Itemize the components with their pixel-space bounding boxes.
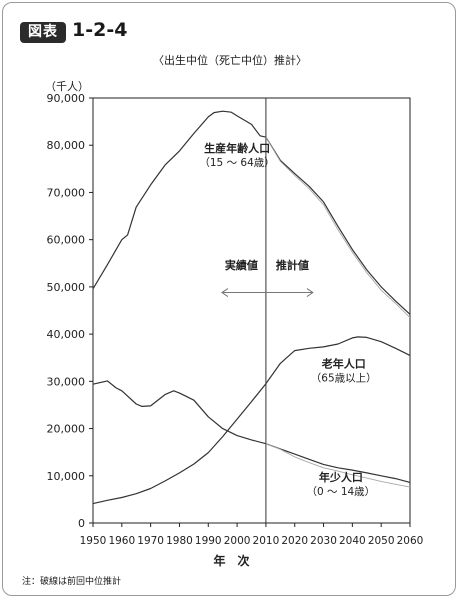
- series-label: 老年人口: [321, 357, 366, 371]
- y-tick-label: 0: [78, 517, 85, 530]
- figure-frame: [2, 2, 456, 596]
- plot-area: [92, 97, 411, 524]
- x-tick-label: 1950: [80, 535, 107, 547]
- x-tick-label: 1960: [108, 535, 135, 547]
- x-tick-label: 2010: [253, 535, 280, 547]
- series-sublabel: （0 ～ 14歳）: [306, 486, 375, 498]
- figure-badge: 図表: [20, 22, 66, 43]
- x-tick-label: 2060: [397, 535, 424, 547]
- y-tick-label: 10,000: [47, 470, 86, 483]
- series-label: 年少人口: [319, 470, 363, 484]
- projected-values-label: 推計値: [276, 258, 309, 272]
- figure-number: 1-2-4: [72, 19, 128, 41]
- x-tick-label: 1980: [166, 535, 193, 547]
- x-tick-label: 2050: [368, 535, 395, 547]
- y-tick-label: 90,000: [47, 92, 86, 105]
- series-sublabel: （65歳以上）: [311, 373, 377, 385]
- x-tick-label: 2020: [281, 535, 308, 547]
- actual-values-label: 実績値: [225, 258, 258, 272]
- previous-projection-line: [265, 443, 411, 488]
- y-tick-label: 80,000: [47, 139, 86, 152]
- y-tick-label: 60,000: [47, 234, 86, 247]
- x-axis-label: 年 次: [213, 553, 249, 568]
- chart-labels: 実績値 推計値 生産年齢人口 （15 ～ 64歳） 老年人口 （65歳以上） 年少人口 （0 …: [199, 141, 376, 498]
- x-tick-label: 2040: [339, 535, 366, 547]
- y-tick-label: 20,000: [47, 423, 86, 436]
- y-tick-label: 70,000: [47, 186, 86, 199]
- y-unit-label: （千人）: [45, 80, 89, 93]
- chart-title: 〈出生中位（死亡中位）推計〉: [153, 54, 307, 67]
- previous-projection-line: [265, 136, 411, 318]
- x-tick-label: 2030: [310, 535, 337, 547]
- divider-arrow-right-head: [306, 288, 314, 297]
- series-sublabel: （15 ～ 64歳）: [199, 157, 274, 169]
- x-tick-label: 1990: [195, 535, 222, 547]
- chart-lines: [92, 110, 411, 505]
- series-line-2: [92, 380, 411, 483]
- series-line-1: [92, 336, 411, 505]
- y-tick-label: 50,000: [47, 281, 86, 294]
- figure-note: 注：破線は前回中位推計: [22, 577, 122, 587]
- series-label: 生産年齢人口: [204, 141, 270, 155]
- y-tick-label: 30,000: [47, 375, 86, 388]
- series-line-0: [92, 110, 411, 315]
- y-tick-label: 40,000: [47, 328, 86, 341]
- x-tick-label: 1970: [137, 535, 164, 547]
- divider-arrow-left-head: [221, 288, 229, 297]
- chart-axes: 0 10,000 20,000 30,000 40,000 50,000 60,000 70,…: [45, 80, 423, 568]
- x-tick-label: 2000: [224, 535, 251, 547]
